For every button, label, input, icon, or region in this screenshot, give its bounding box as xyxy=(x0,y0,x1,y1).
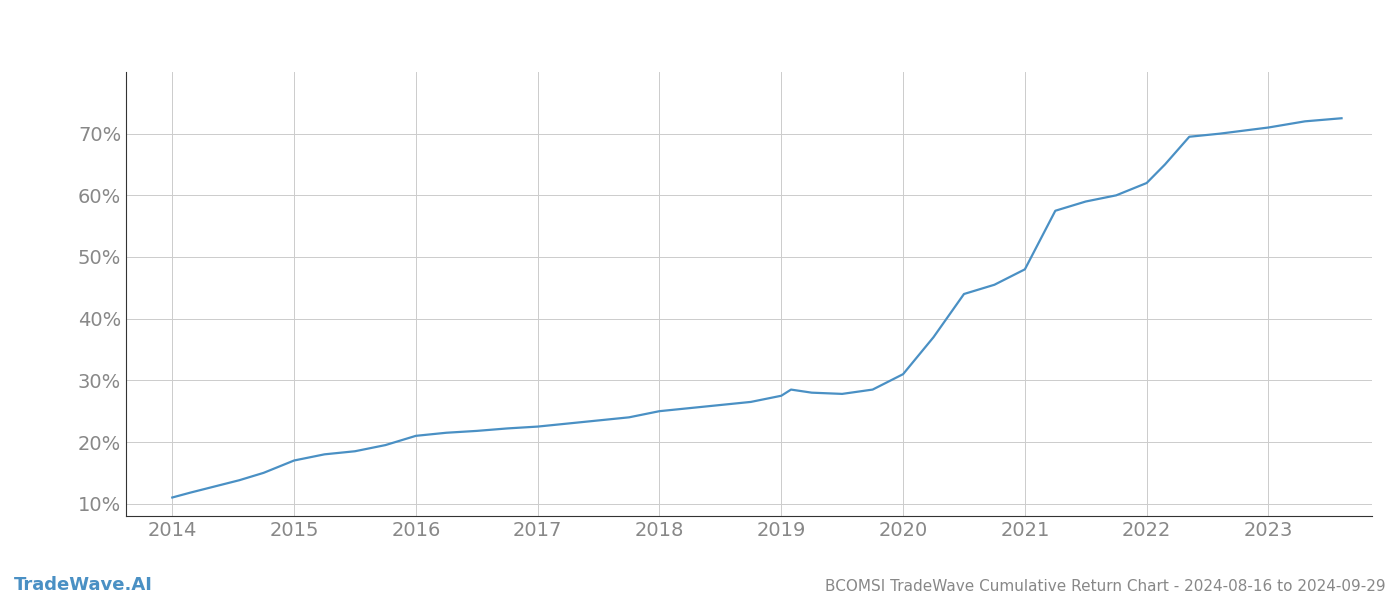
Text: BCOMSI TradeWave Cumulative Return Chart - 2024-08-16 to 2024-09-29: BCOMSI TradeWave Cumulative Return Chart… xyxy=(826,579,1386,594)
Text: TradeWave.AI: TradeWave.AI xyxy=(14,576,153,594)
